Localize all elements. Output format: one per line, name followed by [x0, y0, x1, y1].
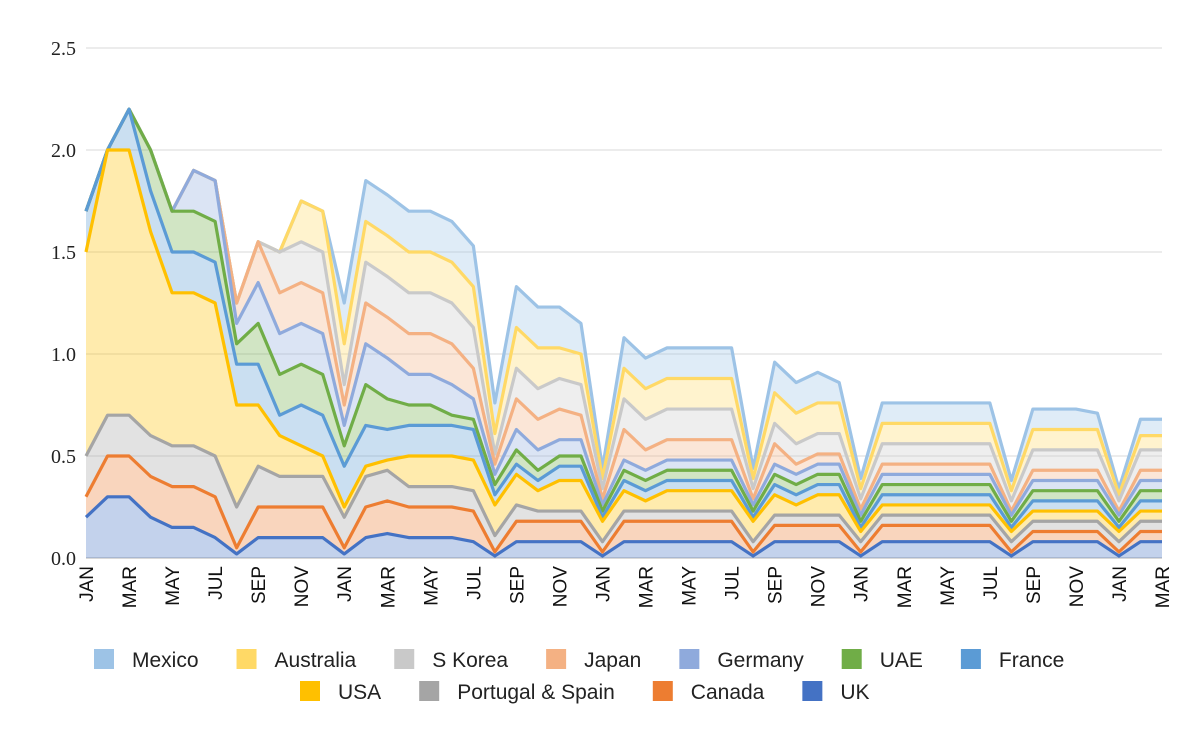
legend-label: Australia [275, 649, 357, 672]
legend-item-france: France [960, 649, 1064, 672]
x-tick-label: JUL [981, 566, 1002, 600]
legend-item-uk: UK [802, 681, 870, 704]
legend-label: Japan [584, 649, 641, 672]
x-tick-label: NOV [550, 566, 571, 608]
x-tick-label: MAR [895, 566, 916, 608]
area-uae [86, 109, 1162, 528]
legend-swatch [652, 681, 673, 701]
x-tick-label: SEP [507, 566, 528, 604]
legend-label: Portugal & Spain [457, 681, 615, 704]
legend-swatch [94, 649, 114, 669]
x-tick-label: JUL [723, 566, 744, 600]
x-tick-label: MAY [421, 566, 442, 606]
legend-label: Germany [717, 649, 804, 672]
y-gridlines [86, 47, 1162, 559]
y-axis-tick-labels: 0.0 0.5 1.0 1.5 2.0 2.5 [51, 38, 76, 570]
legend-label: Mexico [132, 649, 199, 672]
y-tick-label: 1.0 [51, 344, 76, 366]
line-germany [84, 107, 1162, 517]
x-tick-label: MAY [938, 566, 959, 606]
x-tick-label: MAR [378, 566, 399, 608]
x-tick-label: MAY [163, 566, 184, 606]
x-tick-label: SEP [766, 566, 787, 604]
x-tick-label: JAN [852, 566, 873, 602]
line-japan [84, 107, 1162, 513]
line-s-korea [84, 107, 1162, 503]
y-tick-label: 2.5 [51, 38, 76, 60]
series-lines [84, 107, 1162, 558]
legend-item-mexico: Mexico [94, 649, 199, 672]
legend-label: USA [338, 681, 381, 704]
legend-item-australia: Australia [236, 649, 357, 672]
legend-item-japan: Japan [546, 649, 641, 672]
line-portugal-and-spain [84, 413, 1162, 544]
x-tick-label: MAR [120, 566, 141, 608]
legend-swatch [679, 649, 700, 669]
y-tick-label: 2.0 [51, 140, 76, 162]
legend-swatch [419, 681, 440, 701]
legend-swatch [960, 649, 981, 669]
area-canada [86, 456, 1162, 556]
legend-item-germany: Germany [679, 649, 804, 672]
y-tick-label: 0.5 [51, 446, 76, 468]
y-tick-label: 0.0 [51, 548, 76, 570]
x-tick-label: JAN [77, 566, 98, 602]
x-tick-label: JAN [335, 566, 356, 602]
x-tick-label: MAY [680, 566, 701, 606]
y-tick-label: 1.5 [51, 242, 76, 264]
legend-label: UAE [880, 649, 923, 672]
legend-label: UK [840, 681, 869, 704]
legend-swatch [802, 681, 823, 701]
legend-label: S Korea [432, 649, 508, 672]
x-tick-label: JAN [593, 566, 614, 602]
legend-item-canada: Canada [652, 681, 765, 704]
area-portugal-and-spain [86, 415, 1162, 552]
legend-item-uae: UAE [841, 649, 923, 672]
legend-swatch [841, 649, 862, 669]
legend-swatch [236, 649, 257, 669]
x-tick-label: JUL [464, 566, 485, 600]
legend: Mexico Australia S Korea Japan Germany UAE Fra… [94, 649, 1064, 704]
x-tick-label: JAN [1110, 566, 1131, 602]
legend-swatch [300, 681, 320, 701]
legend-swatch [546, 649, 567, 669]
x-tick-label: NOV [292, 566, 313, 608]
legend-label: Canada [691, 681, 765, 704]
legend-label: France [999, 649, 1064, 672]
x-tick-label: MAR [637, 566, 658, 608]
line-canada [84, 454, 1162, 554]
x-tick-label: SEP [249, 566, 270, 604]
legend-item-portugal-and-spain: Portugal & Spain [419, 681, 615, 704]
x-tick-label: JUL [206, 566, 227, 600]
line-uk [84, 495, 1162, 558]
x-tick-label: SEP [1024, 566, 1045, 604]
line-uae [84, 107, 1162, 523]
legend-swatch [394, 649, 415, 669]
line-france [84, 107, 1162, 530]
line-usa [84, 148, 1162, 534]
x-tick-label: NOV [1067, 566, 1088, 608]
x-axis-tick-labels: JAN MAR MAY JUL SEP NOV JAN MAR MAY JUL SEP NOV JAN M… [77, 566, 1174, 609]
legend-item-usa: USA [300, 681, 381, 704]
x-tick-label: MAR [1153, 566, 1174, 608]
x-tick-label: NOV [809, 566, 830, 608]
legend-item-s-korea: S Korea [394, 649, 508, 672]
